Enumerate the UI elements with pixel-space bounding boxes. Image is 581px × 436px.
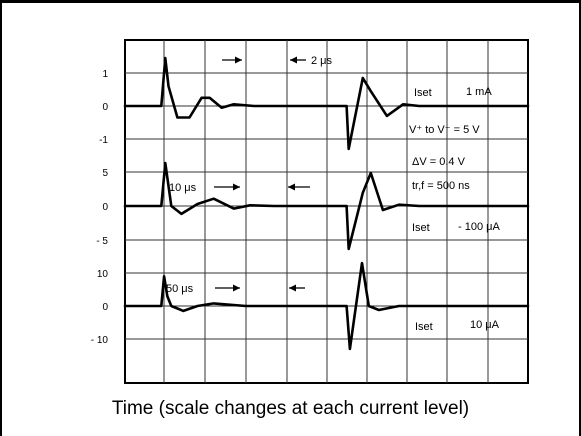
timebase-label-50us: 50 μs <box>166 283 194 295</box>
grid <box>124 39 529 384</box>
iset-current-1: 1 mA <box>466 86 492 98</box>
y-tick-label: 10 <box>97 269 109 280</box>
iset-label-2: Iset <box>412 222 430 234</box>
timebase-arrowhead <box>233 284 240 292</box>
condition-vsupply: V⁺ to V⁻ = 5 V <box>409 124 480 136</box>
chart-caption: Time (scale changes at each current leve… <box>111 398 470 419</box>
frame-right-border <box>579 0 581 436</box>
frame-top-border <box>0 0 581 3</box>
y-tick-label: 5 <box>102 168 108 179</box>
y-tick-label: - 5 <box>96 236 108 247</box>
y-tick-label: 1 <box>102 69 108 80</box>
timebase-arrowhead <box>233 183 240 191</box>
iset-label-3: Iset <box>415 321 433 333</box>
timebase-label-2us: 2 μs <box>311 55 333 67</box>
timebase-arrowhead <box>288 183 295 191</box>
condition-delta-v: ΔV = 0.4 V <box>412 156 466 168</box>
iset-current-2: - 100 μA <box>458 221 500 233</box>
trace-line <box>123 261 530 351</box>
condition-rise-fall: tr,f = 500 ns <box>412 180 470 192</box>
y-tick-label: - 10 <box>91 335 109 346</box>
trace-line <box>123 161 530 251</box>
traces <box>123 56 530 351</box>
timebase-markers <box>214 56 310 292</box>
y-tick-label: 0 <box>102 102 108 113</box>
timebase-arrowhead <box>235 56 242 64</box>
y-tick-label: 0 <box>102 302 108 313</box>
iset-current-3: 10 μA <box>470 319 500 331</box>
timebase-arrowhead <box>290 56 297 64</box>
y-tick-label: 0 <box>102 202 108 213</box>
trace-line <box>123 56 530 151</box>
timebase-arrowhead <box>289 284 296 292</box>
timebase-label-10us: 10 μs <box>169 182 197 194</box>
y-tick-label: -1 <box>99 135 108 146</box>
iset-label-1: Iset <box>414 87 432 99</box>
frame-left-border <box>0 0 2 436</box>
